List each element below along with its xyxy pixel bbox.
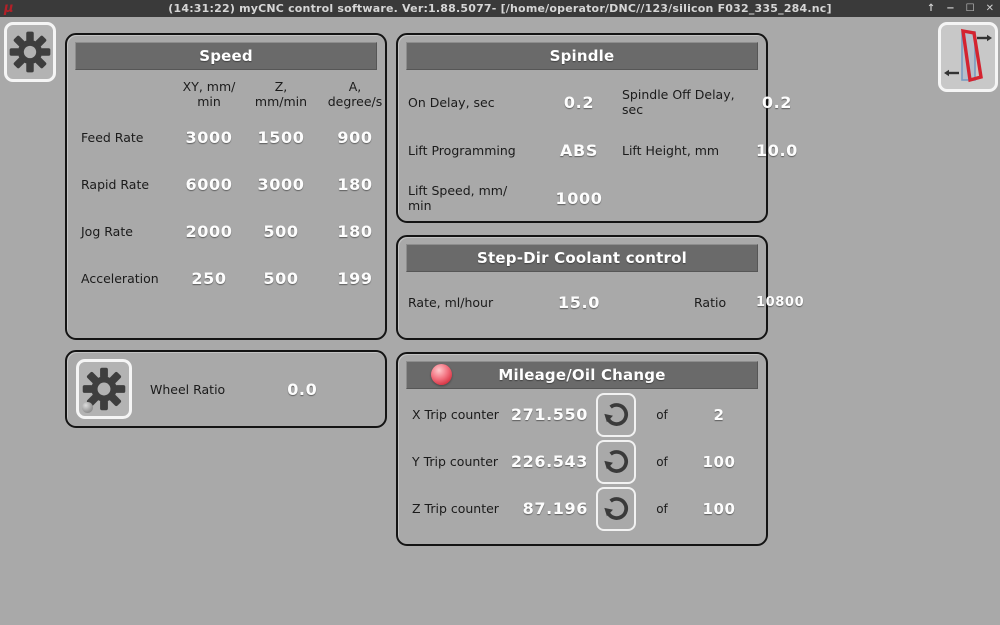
speed-corner-cell	[81, 74, 173, 114]
speed-row-label: Rapid Rate	[81, 177, 150, 192]
spindle-panel-title: Spindle	[406, 42, 758, 70]
y-trip-label: Y Trip counter	[412, 454, 499, 469]
wheel-ratio-field[interactable]: 0.0	[287, 379, 318, 399]
lift-programming-label: Lift Programming	[408, 142, 516, 158]
coolant-form: Rate, ml/hour 15.0 Ratio 10800	[398, 278, 804, 326]
z-trip-reset-button[interactable]	[596, 486, 636, 531]
y-trip-reset-button[interactable]	[596, 439, 636, 484]
speed-row-label: Acceleration	[81, 271, 159, 286]
oil-status-ball-icon	[431, 364, 452, 385]
of-label: of	[656, 454, 668, 469]
speed-col-header-z: Z, mm/min	[254, 79, 308, 109]
reset-icon	[602, 401, 630, 429]
of-label: of	[656, 501, 668, 516]
lift-programming-field[interactable]: ABS	[560, 140, 598, 160]
acceleration-a-field[interactable]: 199	[337, 269, 373, 288]
mileage-panel: Mileage/Oil Change X Trip counter 271.55…	[396, 352, 768, 546]
lift-speed-field[interactable]: 1000	[555, 188, 603, 208]
acceleration-xy-field[interactable]: 250	[191, 269, 227, 288]
acceleration-z-field[interactable]: 500	[263, 269, 299, 288]
speed-table: XY, mm/ min Z, mm/min A, degree/s Feed R…	[67, 70, 385, 302]
wheel-ratio-label: Wheel Ratio	[150, 381, 226, 397]
y-trip-value: 226.543	[510, 452, 588, 471]
wheel-ratio-panel: Wheel Ratio 0.0	[65, 350, 387, 428]
speed-row-label: Feed Rate	[81, 130, 144, 145]
x-trip-reset-button[interactable]	[596, 392, 636, 437]
jog-rate-a-field[interactable]: 180	[337, 222, 373, 241]
coolant-rate-label: Rate, ml/hour	[408, 294, 494, 310]
indicator-ball-icon	[82, 402, 93, 413]
settings-button[interactable]	[4, 22, 56, 82]
speed-row-label: Jog Rate	[81, 224, 133, 239]
speed-panel: Speed XY, mm/ min Z, mm/min A, degree/s …	[65, 33, 387, 340]
x-trip-label: X Trip counter	[412, 407, 499, 422]
wheel-settings-button[interactable]	[76, 359, 132, 419]
coolant-panel-title: Step-Dir Coolant control	[406, 244, 758, 272]
app-icon: μ	[4, 1, 14, 16]
titlebar: μ (14:31:22) myCNC control software. Ver…	[0, 0, 1000, 17]
reset-icon	[602, 495, 630, 523]
speed-col-header-a: A, degree/s	[327, 79, 383, 109]
off-delay-label: Spindle Off Delay, sec	[622, 87, 735, 117]
axis-tilt-correction-button[interactable]	[938, 22, 998, 92]
jog-rate-xy-field[interactable]: 2000	[185, 222, 233, 241]
z-trip-label: Z Trip counter	[412, 501, 499, 516]
rapid-rate-z-field[interactable]: 3000	[257, 175, 305, 194]
mileage-table: X Trip counter 271.550 of 2 Y Trip count…	[398, 391, 766, 532]
coolant-panel: Step-Dir Coolant control Rate, ml/hour 1…	[396, 235, 804, 340]
lift-height-label: Lift Height, mm	[622, 142, 720, 158]
z-trip-limit-field[interactable]: 100	[702, 499, 736, 518]
maximize-icon[interactable]: ☐	[965, 3, 975, 14]
spindle-panel: Spindle On Delay, sec 0.2 Spindle Off De…	[396, 33, 797, 223]
speed-panel-title: Speed	[75, 42, 377, 70]
speed-col-header-xy: XY, mm/ min	[182, 79, 236, 109]
minimize-icon[interactable]: −	[946, 3, 955, 14]
of-label: of	[656, 407, 668, 422]
window-title: (14:31:22) myCNC control software. Ver:1…	[168, 2, 832, 15]
z-trip-value: 87.196	[522, 499, 588, 518]
x-trip-limit-field[interactable]: 2	[713, 405, 725, 424]
rapid-rate-a-field[interactable]: 180	[337, 175, 373, 194]
lift-speed-label: Lift Speed, mm/ min	[408, 183, 508, 213]
feed-rate-a-field[interactable]: 900	[337, 128, 373, 147]
lift-height-field[interactable]: 10.0	[756, 140, 798, 160]
off-delay-field[interactable]: 0.2	[761, 92, 793, 112]
reset-icon	[602, 448, 630, 476]
spindle-form: On Delay, sec 0.2 Spindle Off Delay, sec…	[398, 78, 797, 222]
mileage-panel-title: Mileage/Oil Change	[498, 366, 666, 384]
gear-icon	[81, 366, 127, 412]
coolant-ratio-label: Ratio	[694, 294, 727, 310]
mileage-panel-header: Mileage/Oil Change	[406, 361, 758, 389]
y-trip-limit-field[interactable]: 100	[702, 452, 736, 471]
close-icon[interactable]: ✕	[985, 3, 994, 14]
rollup-icon[interactable]: ↑	[926, 3, 936, 14]
tilt-correction-icon	[943, 28, 993, 86]
on-delay-field[interactable]: 0.2	[563, 92, 595, 112]
feed-rate-z-field[interactable]: 1500	[257, 128, 305, 147]
feed-rate-xy-field[interactable]: 3000	[185, 128, 233, 147]
coolant-ratio-field[interactable]: 10800	[756, 294, 805, 310]
coolant-rate-field[interactable]: 15.0	[558, 292, 600, 312]
gear-icon	[8, 30, 52, 74]
x-trip-value: 271.550	[510, 405, 588, 424]
rapid-rate-xy-field[interactable]: 6000	[185, 175, 233, 194]
on-delay-label: On Delay, sec	[408, 94, 495, 110]
jog-rate-z-field[interactable]: 500	[263, 222, 299, 241]
